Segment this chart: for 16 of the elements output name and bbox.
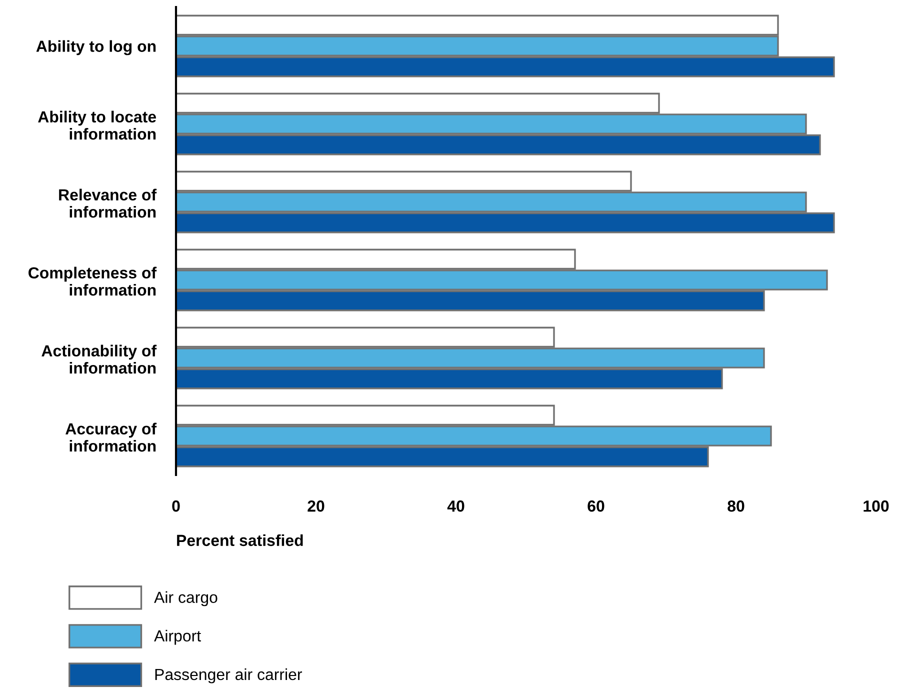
y-tick-label: Ability to log on [36,40,156,56]
x-tick-label: 0 [172,500,180,512]
x-tick-label: 80 [728,500,744,512]
legend-label: Air cargo [154,591,218,606]
y-tick-label: Relevance of information [59,188,157,218]
x-tick-label: 60 [588,500,604,512]
y-tick-label: Accuracy of information [66,422,157,452]
x-axis-title: Percent satisfied [177,534,303,546]
x-tick-label: 40 [447,500,464,512]
y-tick-label: Actionability of information [42,344,157,374]
legend-label: Airport [154,630,201,645]
legend-label: Passenger air carrier [155,668,302,684]
y-tick-label: Completeness of information [28,266,157,296]
x-tick-label: 100 [864,500,889,512]
x-tick-label: 20 [308,500,324,512]
y-tick-label: Ability to locate information [38,110,156,140]
